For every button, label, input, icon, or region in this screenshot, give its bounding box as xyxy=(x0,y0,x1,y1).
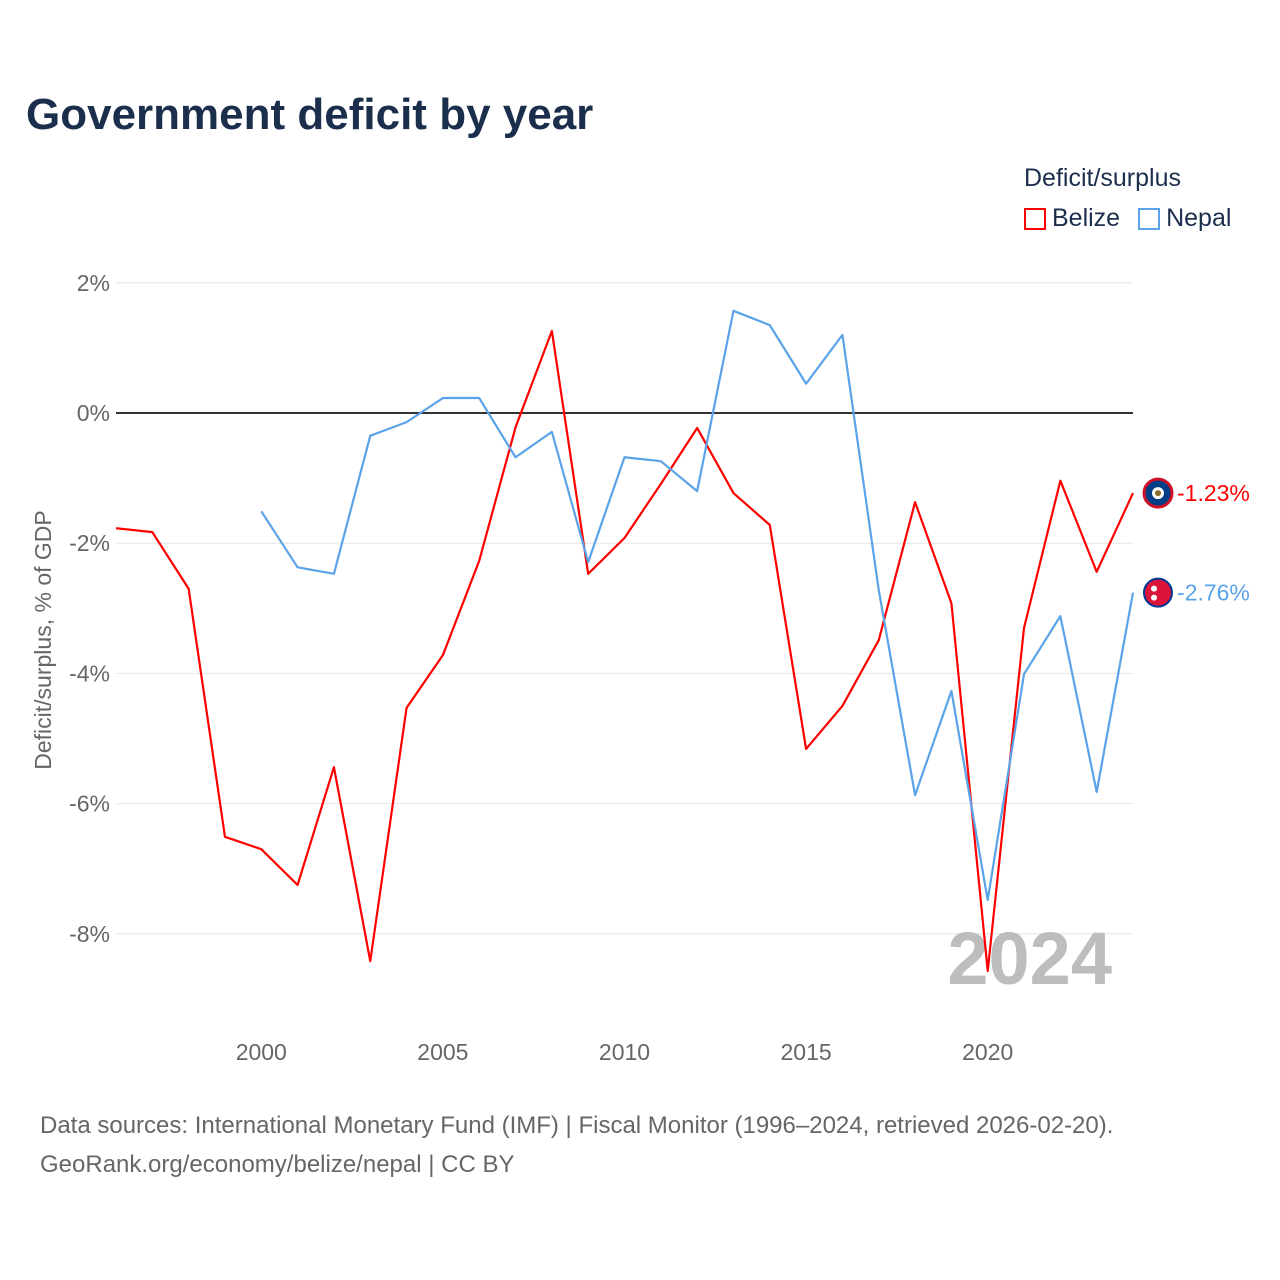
y-tick-label: -2% xyxy=(69,530,110,556)
x-tick-label: 2015 xyxy=(781,1039,832,1065)
nepal-flag-icon xyxy=(1143,577,1173,608)
legend: Belize Nepal xyxy=(1024,204,1231,233)
series-line-nepal xyxy=(260,309,1135,902)
y-tick-label: -4% xyxy=(69,660,110,686)
legend-swatch-belize xyxy=(1024,207,1046,230)
legend-item-nepal[interactable]: Nepal xyxy=(1138,204,1231,233)
legend-item-belize[interactable]: Belize xyxy=(1024,204,1120,233)
x-tick-label: 2005 xyxy=(417,1039,468,1065)
legend-label: Nepal xyxy=(1166,204,1232,232)
y-tick-label: 2% xyxy=(77,270,110,296)
chart-title: Government deficit by year xyxy=(26,90,594,139)
nepal-flag-moon xyxy=(1151,585,1157,592)
x-tick-label: 2000 xyxy=(236,1039,287,1065)
x-tick-label: 2010 xyxy=(599,1039,650,1065)
y-tick-label: -8% xyxy=(69,921,110,947)
y-tick-label: -6% xyxy=(69,791,110,817)
end-label-belize: -1.23% xyxy=(1177,480,1250,506)
source-note: Data sources: International Monetary Fun… xyxy=(40,1106,1113,1184)
source-line-1: Data sources: International Monetary Fun… xyxy=(40,1112,1114,1139)
legend-label: Belize xyxy=(1052,204,1121,232)
x-tick-label: 2020 xyxy=(962,1039,1013,1065)
legend-swatch-nepal xyxy=(1138,207,1161,230)
y-tick-label: 0% xyxy=(77,400,110,426)
nepal-flag-sun xyxy=(1151,594,1157,601)
end-label-nepal: -2.76% xyxy=(1177,580,1250,606)
legend-title: Deficit/surplus xyxy=(1024,164,1181,192)
year-watermark: 2024 xyxy=(947,917,1112,1000)
y-axis-label: Deficit/surplus, % of GDP xyxy=(30,510,56,769)
source-line-2: GeoRank.org/economy/belize/nepal | CC BY xyxy=(40,1151,515,1178)
belize-flag-emblem-center xyxy=(1155,490,1161,497)
series-line-belize xyxy=(115,329,1134,973)
